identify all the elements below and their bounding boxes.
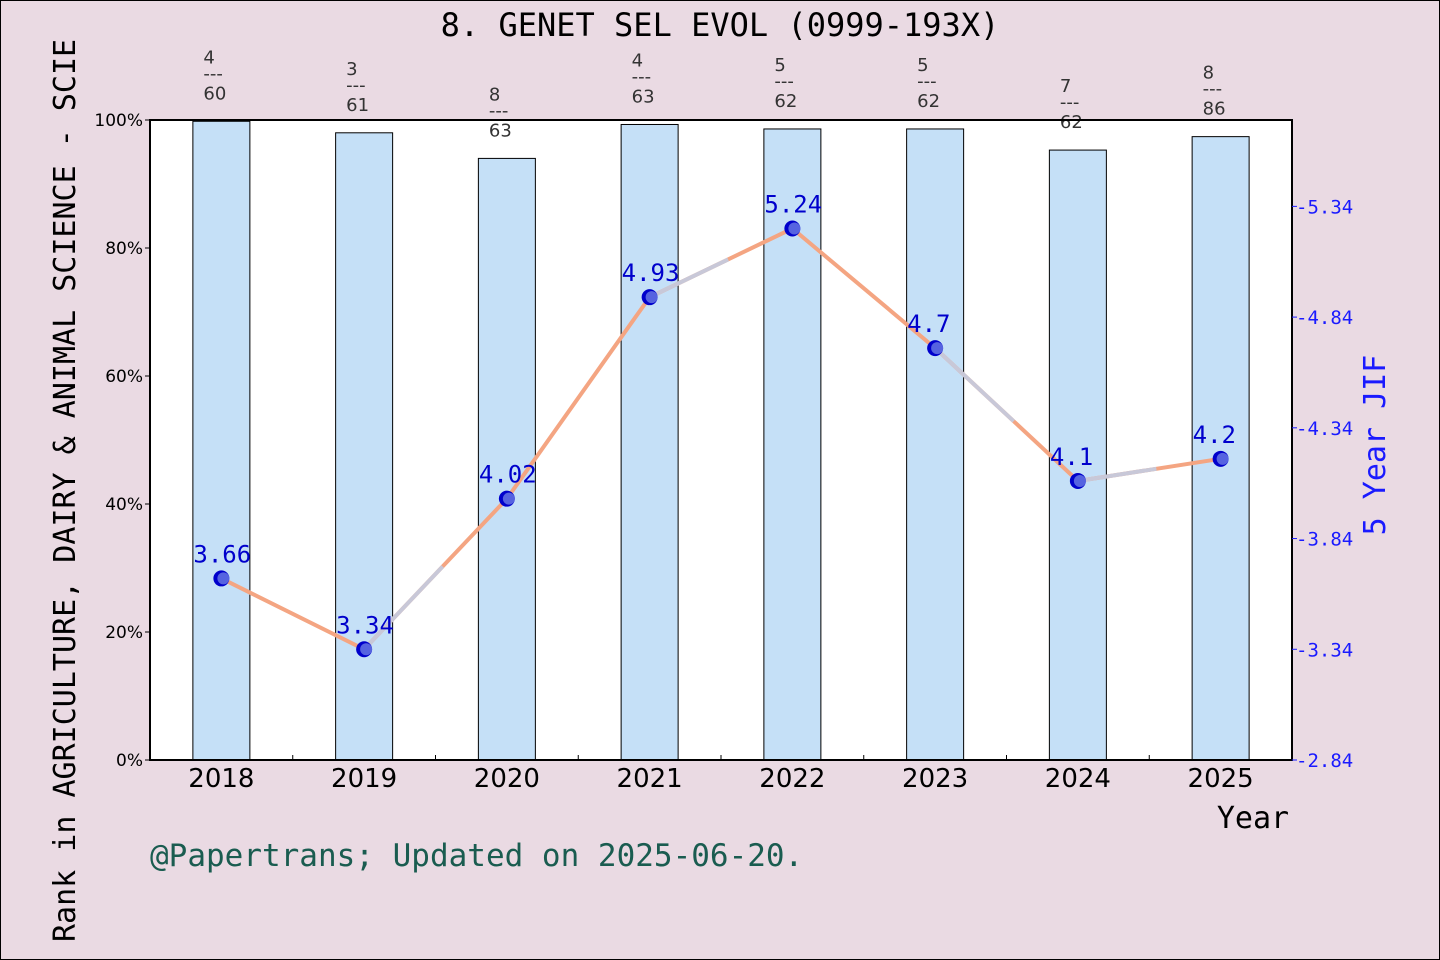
x-tick-label: 2019 <box>331 764 397 794</box>
bar-2018 <box>192 120 251 761</box>
rank-label-divider: --- <box>917 71 937 92</box>
rank-label-rank: 3 <box>346 59 357 80</box>
bar-2020 <box>477 157 536 761</box>
left-tick-label: 60% <box>105 367 143 387</box>
rank-label-rank: 5 <box>917 55 928 76</box>
jif-value-label: 4.02 <box>479 461 537 489</box>
x-tick-label: 2022 <box>759 764 825 794</box>
rank-label-divider: --- <box>203 63 223 84</box>
left-tick-label: 80% <box>105 239 143 259</box>
y-axis-left-label: Rank in AGRICULTURE, DAIRY & ANIMAL SCIE… <box>48 39 83 942</box>
rank-label-rank: 4 <box>203 47 214 68</box>
bar-2023 <box>906 128 965 761</box>
x-tick-label: 2021 <box>617 764 683 794</box>
x-tick-label: 2023 <box>902 764 968 794</box>
jif-value-label: 4.7 <box>907 310 950 338</box>
jif-point-highlight <box>1073 474 1086 487</box>
rank-label-divider: --- <box>632 66 652 87</box>
rank-label-total: 62 <box>1060 112 1083 133</box>
right-tick-label: -4.84 <box>1296 307 1353 329</box>
rank-label-total: 63 <box>632 86 655 107</box>
footer-credit: @Papertrans; Updated on 2025-06-20. <box>150 838 803 874</box>
left-tick-label: 0% <box>116 751 143 771</box>
bar-2021 <box>620 123 679 761</box>
right-tick-label: -3.34 <box>1296 639 1353 661</box>
jif-point-highlight <box>360 643 373 656</box>
plot-area <box>150 120 1292 760</box>
jif-point-highlight <box>1216 452 1229 465</box>
rank-label-divider: --- <box>774 71 794 92</box>
rank-label-rank: 4 <box>632 50 643 71</box>
x-tick-label: 2018 <box>188 764 254 794</box>
rank-label-rank: 8 <box>1203 63 1214 84</box>
jif-line-segment <box>648 257 730 299</box>
right-tick-label: -2.84 <box>1296 750 1353 772</box>
bar-2025 <box>1191 136 1250 761</box>
rank-label-total: 62 <box>774 91 797 112</box>
jif-point-highlight <box>645 291 658 304</box>
jif-point-highlight <box>217 572 230 585</box>
jif-line-segment <box>1077 466 1157 483</box>
left-tick-label: 40% <box>105 495 143 515</box>
right-tick-label: -3.84 <box>1296 529 1353 551</box>
rank-label-total: 61 <box>346 95 369 116</box>
rank-label-divider: --- <box>489 100 509 121</box>
x-axis-label: Year <box>1217 801 1289 836</box>
rank-label-total: 60 <box>203 83 226 104</box>
rank-label-rank: 5 <box>774 55 785 76</box>
x-tick-label: 2024 <box>1045 764 1111 794</box>
bar-2024 <box>1048 149 1107 761</box>
jif-point-highlight <box>931 342 944 355</box>
y-axis-right-label: 5 Year JIF <box>1358 355 1393 536</box>
jif-value-label: 5.24 <box>764 191 822 219</box>
jif-line-segment <box>362 565 445 651</box>
chart-title: 8. GENET SEL EVOL (0999-193X) <box>441 6 1000 44</box>
rank-label-divider: --- <box>346 75 366 96</box>
rank-label-total: 63 <box>489 120 512 141</box>
x-tick-label: 2020 <box>474 764 540 794</box>
jif-line-segment <box>933 346 1016 423</box>
left-tick-label: 20% <box>105 623 143 643</box>
jif-value-label: 4.2 <box>1193 421 1236 449</box>
bar-2019 <box>335 132 394 761</box>
jif-value-label: 3.66 <box>193 540 251 568</box>
rank-label-divider: --- <box>1203 79 1223 100</box>
jif-value-label: 4.93 <box>622 259 680 287</box>
rank-label-divider: --- <box>1060 92 1080 113</box>
rank-label-rank: 7 <box>1060 76 1071 97</box>
jif-point-highlight <box>788 222 801 235</box>
jif-value-label: 3.34 <box>336 611 394 639</box>
right-tick-label: -5.34 <box>1296 196 1353 218</box>
jif-point-highlight <box>502 492 515 505</box>
rank-label-rank: 8 <box>489 84 500 105</box>
left-tick-label: 100% <box>94 111 143 131</box>
x-tick-label: 2025 <box>1188 764 1254 794</box>
rank-label-total: 62 <box>917 91 940 112</box>
jif-value-label: 4.1 <box>1050 443 1093 471</box>
rank-label-total: 86 <box>1203 99 1226 120</box>
right-tick-label: -4.34 <box>1296 418 1353 440</box>
